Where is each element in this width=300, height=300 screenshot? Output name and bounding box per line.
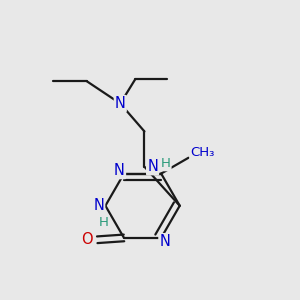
Text: H: H [99,216,109,229]
Text: N: N [159,234,170,249]
Text: CH₃: CH₃ [190,146,215,159]
Text: N: N [115,96,126,111]
Text: O: O [81,232,93,247]
Text: H: H [161,157,170,170]
Text: N: N [147,159,158,174]
Text: N: N [93,198,104,213]
Text: N: N [114,163,125,178]
